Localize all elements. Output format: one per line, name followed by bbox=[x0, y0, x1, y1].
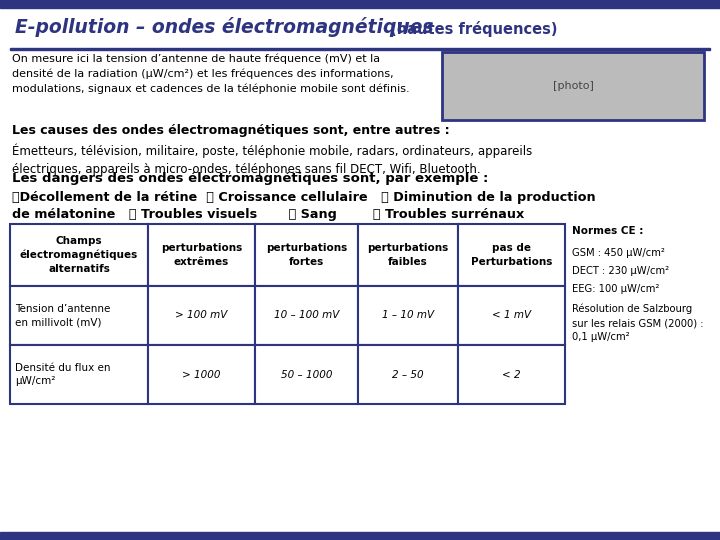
Text: (hautes fréquences): (hautes fréquences) bbox=[385, 21, 557, 37]
Bar bbox=[358, 286, 458, 345]
Text: > 100 mV: > 100 mV bbox=[175, 310, 228, 321]
Text: E-pollution – ondes électromagnétiques: E-pollution – ondes électromagnétiques bbox=[15, 17, 433, 37]
Bar bbox=[0, 0, 720, 8]
Text: perturbations
fortes: perturbations fortes bbox=[266, 244, 347, 267]
Text: Émetteurs, télévision, militaire, poste, téléphonie mobile, radars, ordinateurs,: Émetteurs, télévision, militaire, poste,… bbox=[12, 144, 532, 177]
Text: perturbations
faibles: perturbations faibles bbox=[367, 244, 449, 267]
Text: Normes CE :: Normes CE : bbox=[572, 226, 644, 236]
Text: perturbations
extrêmes: perturbations extrêmes bbox=[161, 244, 242, 267]
Text: Les dangers des ondes électromagnétiques sont, par exemple :: Les dangers des ondes électromagnétiques… bbox=[12, 172, 488, 185]
Bar bbox=[458, 224, 565, 286]
Bar bbox=[255, 224, 358, 286]
Bar bbox=[148, 224, 255, 286]
Bar bbox=[10, 224, 148, 286]
Text: 10 – 100 mV: 10 – 100 mV bbox=[274, 310, 339, 321]
Text: < 2: < 2 bbox=[502, 369, 521, 380]
Bar bbox=[442, 52, 704, 120]
Bar bbox=[10, 345, 148, 404]
Text: < 1 mV: < 1 mV bbox=[492, 310, 531, 321]
Text: Densité du flux en
μW/cm²: Densité du flux en μW/cm² bbox=[15, 363, 110, 386]
Text: pas de
Perturbations: pas de Perturbations bbox=[471, 244, 552, 267]
Bar bbox=[255, 345, 358, 404]
Text: Champs
électromagnétiques
alternatifs: Champs électromagnétiques alternatifs bbox=[20, 237, 138, 274]
Text: EEG: 100 μW/cm²: EEG: 100 μW/cm² bbox=[572, 284, 660, 294]
Text: On mesure ici la tension d’antenne de haute fréquence (mV) et la
densité de la r: On mesure ici la tension d’antenne de ha… bbox=[12, 54, 410, 94]
Text: Résolution de Salzbourg
sur les relais GSM (2000) :
0,1 μW/cm²: Résolution de Salzbourg sur les relais G… bbox=[572, 304, 703, 342]
Text: Les causes des ondes électromagnétiques sont, entre autres :: Les causes des ondes électromagnétiques … bbox=[12, 124, 449, 137]
Text: [photo]: [photo] bbox=[552, 81, 593, 91]
Bar bbox=[148, 286, 255, 345]
Bar bbox=[0, 532, 720, 540]
Text: ⒶDécollement de la rétine  Ⓐ Croissance cellulaire   Ⓐ Diminution de la producti: ⒶDécollement de la rétine Ⓐ Croissance c… bbox=[12, 191, 595, 204]
Bar bbox=[10, 286, 148, 345]
Text: de mélatonine   Ⓐ Troubles visuels       Ⓐ Sang        Ⓐ Troubles surrénaux: de mélatonine Ⓐ Troubles visuels Ⓐ Sang … bbox=[12, 208, 524, 221]
Bar bbox=[458, 286, 565, 345]
Bar bbox=[358, 345, 458, 404]
Text: 1 – 10 mV: 1 – 10 mV bbox=[382, 310, 434, 321]
Bar bbox=[148, 345, 255, 404]
Text: Tension d’antenne
en millivolt (mV): Tension d’antenne en millivolt (mV) bbox=[15, 304, 110, 327]
Text: GSM : 450 μW/cm²: GSM : 450 μW/cm² bbox=[572, 248, 665, 258]
Text: > 1000: > 1000 bbox=[182, 369, 221, 380]
Bar bbox=[358, 224, 458, 286]
Bar bbox=[458, 345, 565, 404]
Bar bbox=[10, 48, 710, 50]
Text: DECT : 230 μW/cm²: DECT : 230 μW/cm² bbox=[572, 266, 669, 276]
Text: 2 – 50: 2 – 50 bbox=[392, 369, 424, 380]
Text: 50 – 1000: 50 – 1000 bbox=[281, 369, 332, 380]
Bar bbox=[255, 286, 358, 345]
